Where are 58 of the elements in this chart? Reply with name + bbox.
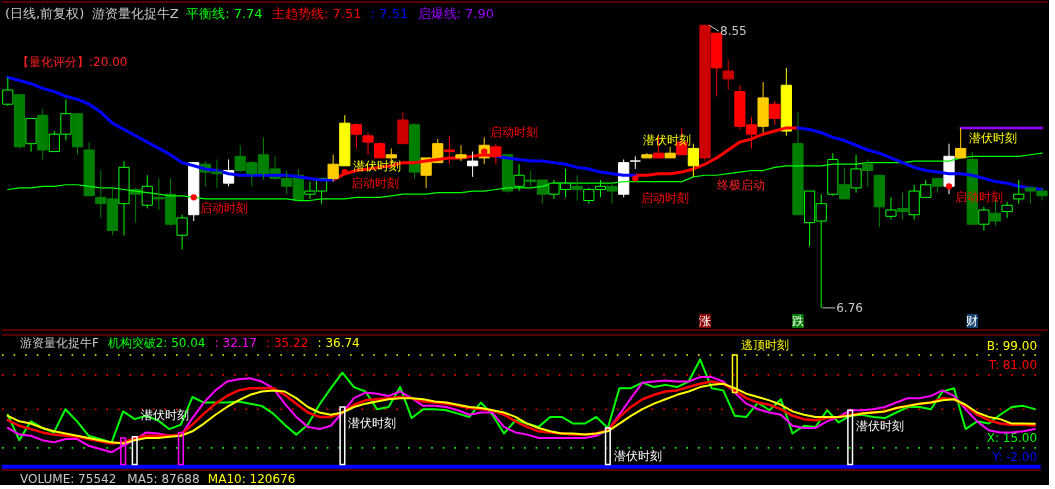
candlestick — [1001, 201, 1013, 219]
candlestick — [350, 122, 363, 149]
text: : 7.51 — [370, 6, 409, 21]
candlestick — [397, 111, 409, 145]
candlestick — [769, 100, 781, 126]
candlestick — [606, 182, 618, 205]
annotation: 终极启动 — [717, 177, 766, 192]
candlestick — [571, 174, 583, 202]
text: 游资量化捉牛Z — [91, 6, 179, 21]
y-tick-label: T: 81.00 — [987, 358, 1038, 373]
candlestick — [327, 154, 339, 183]
point — [632, 175, 639, 182]
annotation: 启动时刻 — [955, 190, 1004, 205]
annotation: 潜伏时刻 — [348, 415, 397, 430]
candlestick — [176, 214, 188, 250]
candlestick — [978, 206, 990, 232]
candlestick — [1013, 179, 1025, 205]
annotation: 潜伏时刻 — [613, 448, 662, 463]
chart-title: 游资量化捉牛F — [20, 336, 99, 350]
annotation: 8.55 — [720, 24, 747, 39]
annotation: 涨 — [699, 314, 712, 328]
text: 平衡线: 7.74 — [186, 6, 263, 21]
point — [341, 168, 348, 176]
candlestick — [955, 127, 967, 159]
annotation: 【量化评分】:20.00 — [17, 55, 128, 69]
candlestick — [467, 151, 479, 178]
text: 启爆线: 7.90 — [417, 6, 494, 21]
y-tick-label: X: 15.00 — [986, 431, 1038, 446]
text: MA10: 120676 — [207, 472, 296, 486]
candlestick — [862, 158, 874, 187]
text: VOLUME: 75542 — [20, 472, 117, 486]
annotation: 潜伏时刻 — [968, 130, 1017, 145]
text: 主趋势线: 7.51 — [271, 6, 362, 21]
point — [945, 183, 953, 190]
annotation: 跌 — [791, 314, 804, 328]
annotation: 潜伏时刻 — [856, 419, 905, 434]
candlestick — [896, 192, 909, 220]
text: : 32.17 — [214, 336, 257, 350]
y-tick-label: Y: -2.00 — [991, 450, 1038, 465]
text: : 35.22 — [266, 336, 309, 350]
candlestick — [362, 132, 374, 156]
annotation: 6.76 — [836, 300, 863, 315]
candlestick — [885, 196, 897, 220]
text: 机构突破2: 50.04 — [107, 336, 206, 350]
text: : 36.74 — [317, 336, 360, 350]
annotation: 启动时刻 — [350, 176, 399, 191]
candlestick — [455, 144, 467, 162]
text: (日线,前复权) — [5, 6, 85, 21]
annotation: 启动时刻 — [490, 124, 539, 139]
annotation: 启动时刻 — [199, 201, 248, 216]
annotation: 逃顶时刻 — [740, 338, 789, 353]
y-tick-label: B: 99.00 — [986, 338, 1038, 353]
annotation: 启动时刻 — [641, 191, 690, 206]
candlestick — [838, 166, 851, 200]
text: MA5: 87688 — [127, 472, 200, 486]
annotation: 财 — [966, 314, 979, 328]
candlestick — [722, 59, 734, 91]
point — [190, 194, 197, 201]
